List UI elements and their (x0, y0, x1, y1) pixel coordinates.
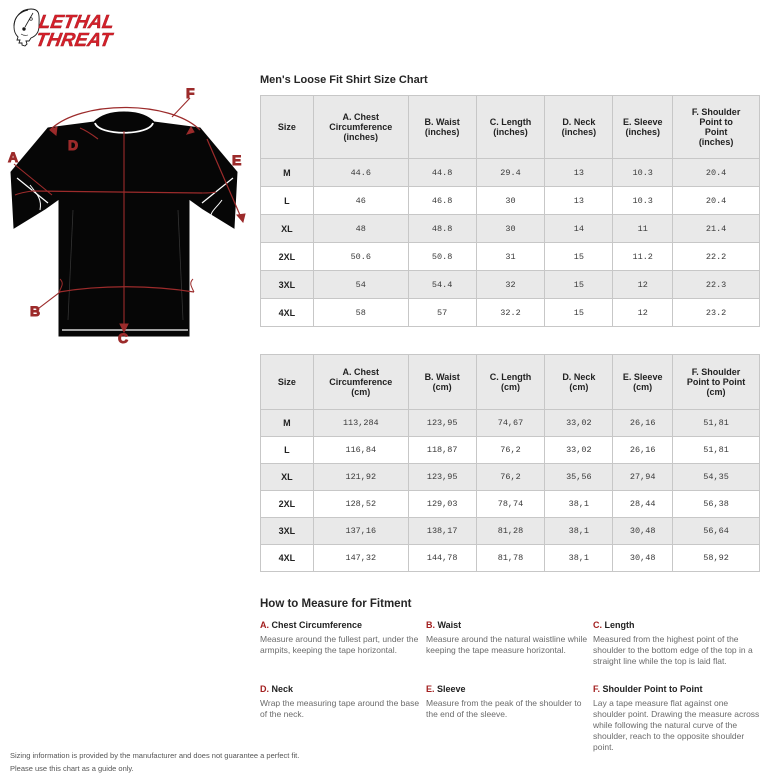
svg-text:D: D (68, 137, 78, 153)
svg-text:E: E (232, 152, 241, 168)
svg-text:B: B (30, 303, 40, 319)
svg-text:A: A (8, 149, 18, 165)
svg-text:F: F (186, 85, 195, 101)
svg-text:C: C (118, 330, 128, 345)
